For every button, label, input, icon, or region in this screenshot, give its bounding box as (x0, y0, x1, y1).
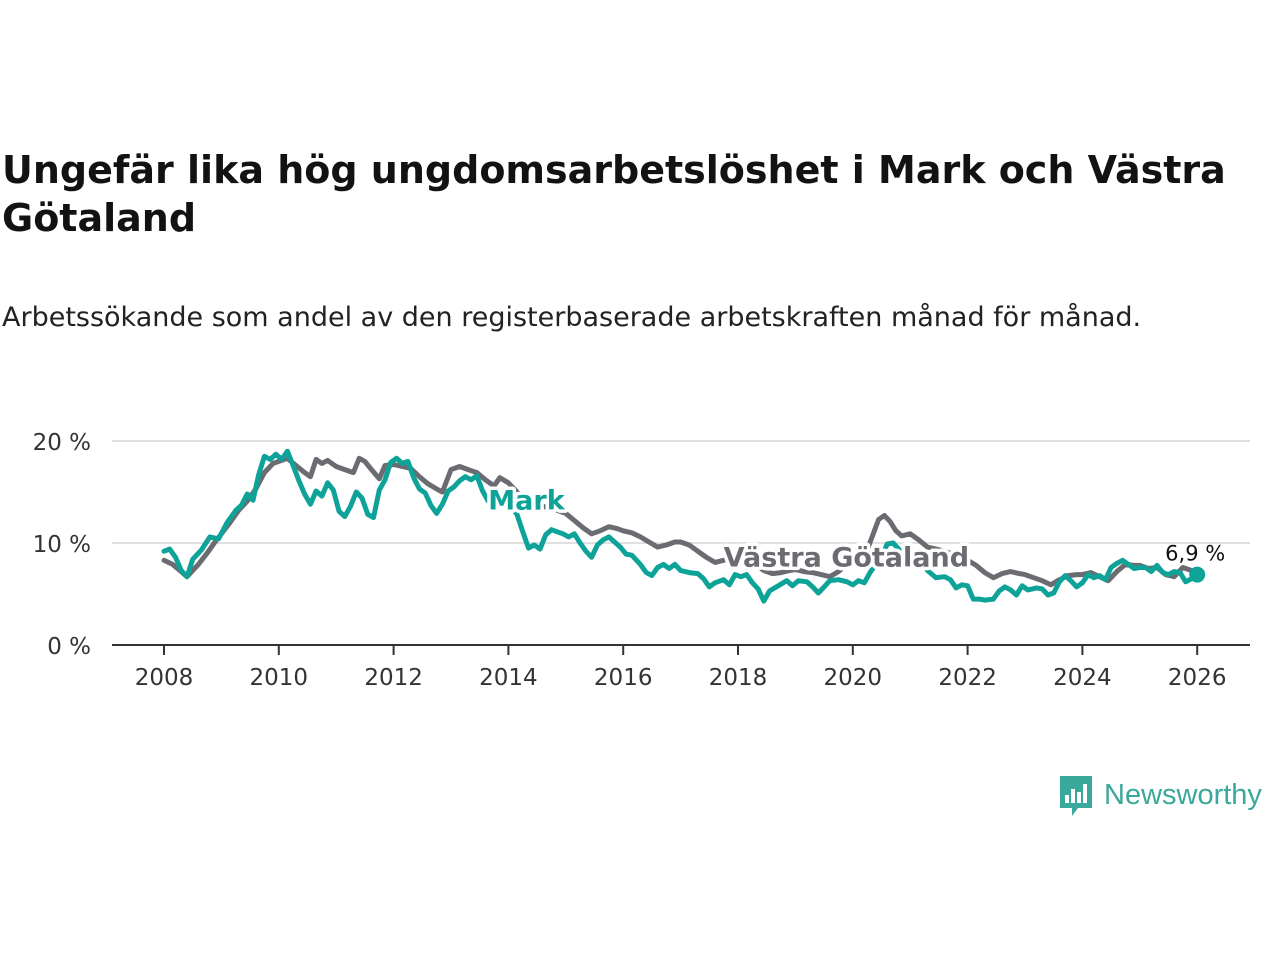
line-chart: 0 % 10 % 20 % 2008 2010 2012 2014 2016 2018 2020… (33, 430, 1250, 691)
x-tick-label: 2024 (1053, 665, 1112, 691)
y-tick-label: 10 % (33, 532, 91, 558)
newsworthy-logo-text: Newsworthy (1104, 778, 1262, 811)
x-tick-label: 2020 (824, 665, 883, 691)
series-lines (161, 448, 1200, 604)
x-tick-label: 2016 (594, 665, 653, 691)
series-label-vastra-gotaland: Västra Götaland (724, 542, 969, 573)
x-tick-label: 2026 (1168, 665, 1227, 691)
x-tick-label: 2008 (135, 665, 194, 691)
chart-title: Ungefär lika hög ungdomsarbetslöshet i M… (2, 148, 1226, 240)
x-tick-label: 2012 (364, 665, 423, 691)
newsworthy-logo[interactable]: Newsworthy (1058, 772, 1262, 818)
x-tick-label: 2018 (709, 665, 768, 691)
y-tick-label: 20 % (33, 430, 91, 456)
newsworthy-logo-icon (1060, 776, 1092, 816)
series-line-mark (161, 448, 1200, 604)
end-point-marker (1189, 566, 1206, 583)
x-tick-label: 2014 (479, 665, 538, 691)
x-tick-label: 2022 (938, 665, 997, 691)
series-label-mark: Mark (488, 485, 565, 516)
series-line-vstra-gtaland (161, 455, 1200, 588)
end-value-label: 6,9 % (1165, 542, 1225, 566)
series-labels: Mark Västra Götaland 6,9 % (485, 482, 1225, 583)
y-axis-tick-labels: 0 % 10 % 20 % (33, 430, 91, 660)
chart-subtitle: Arbetssökande som andel av den registerb… (2, 302, 1142, 333)
y-tick-label: 0 % (47, 634, 91, 660)
x-tick-label: 2010 (250, 665, 309, 691)
x-axis: 2008 2010 2012 2014 2016 2018 2020 2022 2024 2026 (135, 645, 1227, 691)
